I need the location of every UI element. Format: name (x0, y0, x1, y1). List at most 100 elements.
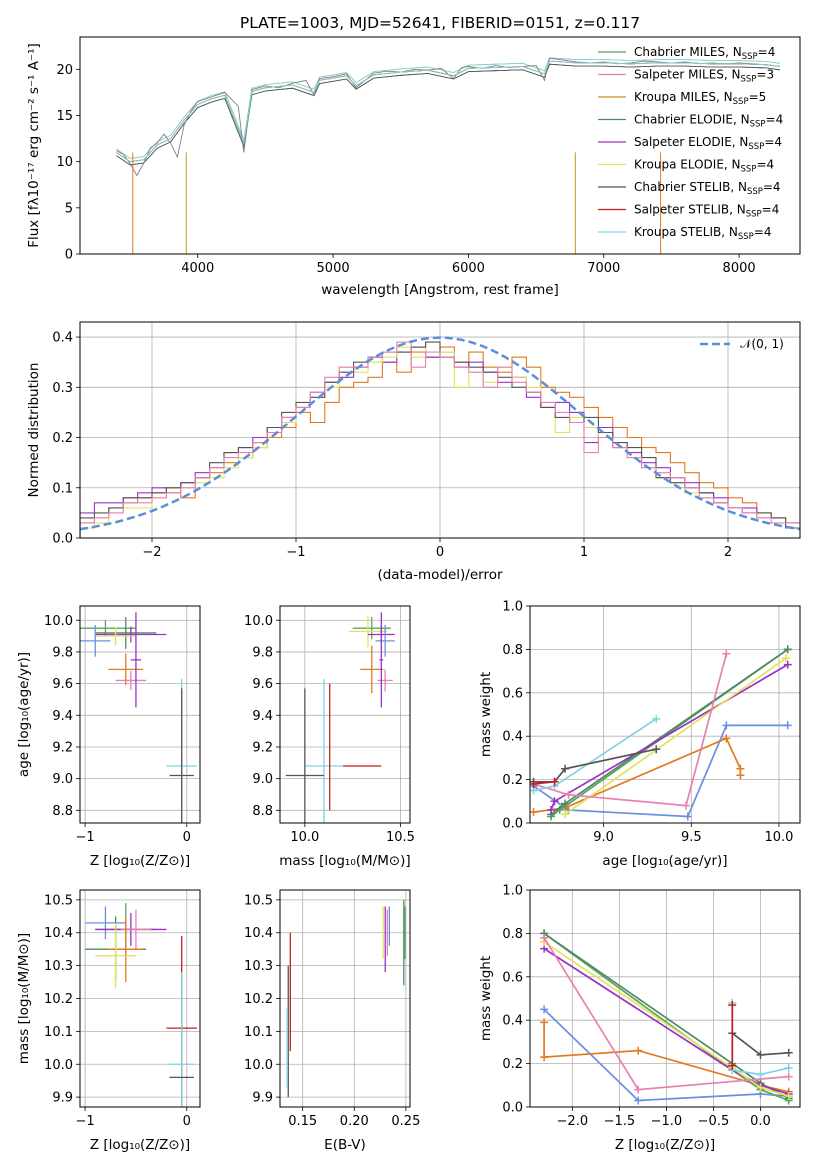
weight-marker (561, 764, 570, 773)
legend-entry: Kroupa MILES, NSSP=5 (634, 90, 766, 107)
weight-marker (564, 790, 573, 799)
y-tick-label: 9.8 (52, 645, 73, 660)
y-tick-label: 9.9 (252, 1091, 273, 1106)
axes-frame (79, 36, 801, 255)
y-tick-label: 9.4 (52, 709, 73, 724)
x-tick-label: −0.5 (698, 1114, 730, 1129)
axes-frame (279, 605, 411, 824)
Z-weight-panel: −2.0 −1.5 −1.0 −0.5 0.0 0.0 0.2 0.4 0.6 0.8 1.0 Z [… (478, 884, 801, 1153)
x-tick-label: 9.0 (593, 830, 614, 845)
y-tick-label: 10.0 (244, 1058, 273, 1073)
weight-marker (781, 654, 790, 663)
y-tick-label: 1.0 (502, 884, 523, 899)
y-tick-label: 0.2 (502, 773, 523, 788)
y-tick-label: 0.8 (502, 927, 523, 942)
weight-marker (783, 660, 792, 669)
x-tick-label: −1 (75, 1114, 94, 1129)
weight-marker (784, 1072, 793, 1081)
age-weight-panel: 9.0 9.5 10.0 0.0 0.2 0.4 0.6 0.8 1.0 age [log₁₀(a… (478, 600, 801, 869)
x-axis-label: (data-model)/error (377, 567, 503, 583)
y-tick-label: 1.0 (502, 600, 523, 615)
weight-marker (652, 714, 661, 723)
weight-marker (550, 797, 559, 806)
weight-marker (530, 779, 538, 788)
x-axis-label: age [log₁₀(age/yr)] (602, 853, 727, 869)
weight-marker (783, 645, 792, 654)
y-tick-label: 10.4 (44, 926, 73, 941)
x-tick-label: 0 (183, 1114, 191, 1129)
weight-marker (722, 649, 731, 658)
weight-series (543, 932, 790, 1100)
y-tick-label: 9.0 (52, 772, 73, 787)
legend-entry: Salpeter ELODIE, NSSP=4 (634, 135, 782, 152)
legend-entry: Chabrier ELODIE, NSSP=4 (634, 113, 783, 130)
weight-marker (682, 801, 691, 810)
y-tick-label: 9.2 (252, 740, 273, 755)
spectrum-lines (116, 57, 780, 254)
x-tick-label: 10.0 (764, 830, 793, 845)
y-tick-label: 10.2 (244, 992, 273, 1007)
y-tick-label: 15 (56, 109, 73, 124)
x-tick-label: 8000 (723, 261, 756, 276)
weight-marker (540, 1053, 549, 1062)
y-tick-label: 0.2 (502, 1057, 523, 1072)
y-tick-label: 9.6 (252, 677, 273, 692)
y-tick-label: 0.6 (502, 970, 523, 985)
y-tick-label: 8.8 (52, 804, 73, 819)
data-spectrum (116, 57, 780, 177)
errorbars (285, 612, 395, 823)
y-tick-label: 10.1 (244, 1025, 273, 1040)
axes-frame (79, 321, 801, 539)
Z-age-panel: −1 0 8.8 9.0 9.2 9.4 9.6 9.8 10.0 Z [log₁₀(Z/Z⊙)]… (16, 605, 201, 869)
errorbars (80, 612, 197, 823)
weight-marker (722, 721, 731, 730)
spectrum-panel: 4000 5000 6000 7000 8000 0 5 10 15 20 PLATE=1003, … (26, 14, 801, 298)
model-spectrum (116, 57, 780, 159)
x-tick-label: 0.25 (391, 1114, 420, 1129)
y-tick-label: 10 (56, 155, 73, 170)
x-tick-label: 0.0 (750, 1114, 771, 1129)
x-tick-label: −2.0 (557, 1114, 589, 1129)
y-axis-label: mass weight (478, 956, 494, 1041)
y-tick-label: 10.5 (244, 893, 273, 908)
ebv-mass-panel: 0.15 0.20 0.25 9.9 10.0 10.1 10.2 10.3 10.4 10.5 E… (244, 889, 420, 1153)
x-tick-label: −1.0 (651, 1114, 683, 1129)
x-axis-label: Z [log₁₀(Z/Z⊙)] (90, 1137, 190, 1153)
legend-entry: Salpeter MILES, NSSP=3 (634, 68, 774, 85)
y-tick-label: 5 (65, 201, 73, 216)
y-tick-label: 10.0 (44, 1058, 73, 1073)
Z-mass-panel: −1 0 9.9 10.0 10.1 10.2 10.3 10.4 10.5 Z [log₁₀(Z… (16, 889, 201, 1153)
weight-marker (530, 808, 538, 817)
y-tick-label: 10.1 (44, 1025, 73, 1040)
normal-curve (80, 336, 800, 531)
weight-marker (784, 1063, 793, 1072)
x-tick-label: 10.0 (290, 830, 319, 845)
weight-marker (634, 1085, 643, 1094)
x-tick-label: −1 (75, 830, 94, 845)
x-tick-label: 0 (183, 830, 191, 845)
weight-series (533, 748, 657, 783)
legend-entry: Chabrier STELIB, NSSP=4 (634, 180, 781, 197)
x-axis-label: Z [log₁₀(Z/Z⊙)] (615, 1137, 715, 1153)
y-tick-label: 9.9 (52, 1091, 73, 1106)
x-tick-label: −1.5 (604, 1114, 636, 1129)
y-tick-label: 10.0 (244, 614, 273, 629)
x-axis-label: E(B-V) (324, 1137, 366, 1153)
weight-marker (550, 777, 559, 786)
y-tick-label: 20 (56, 63, 73, 78)
weight-series (564, 657, 787, 815)
weight-marker (634, 1096, 643, 1105)
y-tick-label: 0.3 (52, 381, 73, 396)
weight-marker (728, 1001, 737, 1010)
weight-marker (540, 933, 549, 942)
y-tick-label: 9.0 (252, 772, 273, 787)
y-tick-label: 0.8 (502, 643, 523, 658)
y-tick-label: 10.0 (44, 614, 73, 629)
weight-marker (728, 1061, 737, 1070)
legend-entry: Chabrier MILES, NSSP=4 (634, 45, 775, 62)
x-tick-label: 9.5 (681, 830, 702, 845)
y-tick-label: 0.4 (502, 730, 523, 745)
weight-marker (784, 1048, 793, 1057)
weight-series (533, 653, 728, 807)
errorbars (286, 899, 406, 1098)
